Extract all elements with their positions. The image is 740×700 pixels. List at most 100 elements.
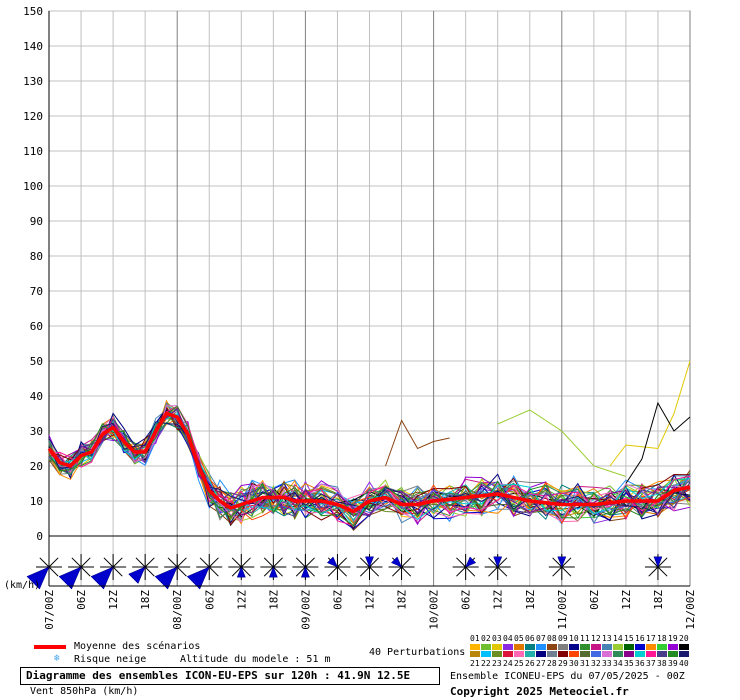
wind-rose-spoke	[208, 557, 219, 568]
wind-rose-spoke	[369, 566, 380, 577]
wind-rose-spoke	[144, 566, 155, 577]
wind-rose-spoke	[71, 557, 82, 568]
wind-rose-spoke	[263, 566, 274, 577]
wind-rose-spoke	[263, 557, 274, 568]
member-label: 40	[679, 659, 689, 668]
wind-rose-spoke	[561, 557, 572, 568]
member-swatch	[558, 644, 568, 650]
wind-rose-sector	[465, 556, 477, 568]
wind-rose-sector	[326, 556, 338, 568]
member-swatch	[635, 644, 645, 650]
wind-rose-spoke	[240, 557, 251, 568]
wind-rose	[388, 554, 415, 580]
member-swatch	[503, 651, 513, 657]
member-swatch	[602, 644, 612, 650]
member-label: 33	[602, 659, 612, 668]
member-swatch	[547, 651, 557, 657]
member-label: 14	[613, 634, 623, 643]
member-swatch	[679, 644, 689, 650]
wind-rose	[452, 554, 479, 580]
member-label: 12	[591, 634, 601, 643]
wind-rose-spoke	[337, 557, 347, 568]
run-info: Ensemble ICONEU-EPS du 07/05/2025 - 00Z	[450, 671, 685, 682]
x-tick-label: 12Z	[235, 590, 248, 610]
member-swatch	[514, 644, 524, 650]
wind-rose	[548, 554, 575, 580]
wind-rose-spoke	[401, 557, 412, 568]
wind-rose-spoke	[39, 557, 50, 568]
x-tick-label: 07/00Z	[43, 590, 56, 630]
y-tick-label: 70	[30, 285, 43, 298]
member-label: 19	[668, 634, 678, 643]
wind-rose-spoke	[392, 566, 402, 577]
member-swatch	[569, 644, 579, 650]
wind-rose	[292, 554, 319, 580]
member-swatch	[646, 651, 656, 657]
wind-rose-spoke	[103, 557, 114, 568]
y-axis-unit-label: (km/h)	[4, 580, 41, 591]
member-swatch	[470, 651, 480, 657]
wind-rose-spoke	[337, 566, 347, 577]
y-tick-label: 130	[23, 75, 43, 88]
snowflake-icon: ❄	[54, 653, 61, 664]
member-swatch	[668, 644, 678, 650]
member-label: 02	[481, 634, 491, 643]
member-label: 21	[470, 659, 480, 668]
wind-rose	[90, 554, 127, 590]
x-tick-label: 18Z	[267, 590, 280, 610]
member-swatch	[602, 651, 612, 657]
legend-graphics: 01 02 03 04 05 06 07 08 09 10 11 12 13 14 15 16 17 18 19 20…	[34, 634, 689, 668]
y-axis-ticks: 0 10 20 30 40 50 60 70 80 90 100 110 120 130 140 150	[23, 5, 43, 543]
y-tick-label: 90	[30, 215, 43, 228]
wind-rose-spoke	[456, 566, 467, 577]
member-swatch	[668, 651, 678, 657]
perturbation-line	[48, 405, 691, 527]
wind-rose-spoke	[359, 566, 370, 577]
legend-snow-label: Risque neige	[74, 654, 147, 665]
member-swatch	[635, 651, 645, 657]
member-swatch	[624, 644, 634, 650]
wind-rose-spoke	[657, 566, 668, 577]
x-tick-label: 12Z	[107, 590, 120, 610]
wind-rose	[186, 554, 223, 590]
wind-rose-spoke	[359, 557, 370, 568]
wind-rose-spoke	[552, 566, 563, 577]
wind-rose-spoke	[648, 557, 659, 568]
y-tick-label: 20	[30, 460, 43, 473]
member-swatch	[613, 644, 623, 650]
wind-rose-spoke	[305, 557, 315, 568]
wind-rose	[26, 554, 62, 590]
member-label: 08	[547, 634, 557, 643]
member-label: 24	[503, 659, 513, 668]
wind-rose	[484, 554, 511, 580]
member-swatch	[525, 651, 535, 657]
y-tick-label: 80	[30, 250, 43, 263]
wind-rose-sector	[90, 566, 114, 590]
wind-rose-sector	[268, 566, 278, 578]
member-swatch	[657, 644, 667, 650]
member-label: 22	[481, 659, 491, 668]
member-swatch	[536, 644, 546, 650]
member-swatch	[525, 644, 535, 650]
wind-rose	[260, 554, 287, 580]
member-swatch	[547, 644, 557, 650]
wind-rose-sector	[154, 566, 178, 590]
member-label: 20	[679, 634, 689, 643]
perturbation-line-notable	[609, 360, 691, 467]
perturbation-line	[48, 406, 691, 525]
member-label: 23	[492, 659, 502, 668]
perturbation-line-notable	[385, 419, 450, 467]
wind-rose-sector	[390, 556, 403, 568]
member-swatch	[481, 644, 491, 650]
y-tick-label: 140	[23, 40, 43, 53]
wind-rose	[324, 554, 351, 580]
chart-grid	[48, 10, 691, 586]
member-swatch	[679, 651, 689, 657]
member-label: 17	[646, 634, 656, 643]
member-swatch	[613, 651, 623, 657]
member-swatch	[503, 644, 513, 650]
y-tick-label: 40	[30, 390, 43, 403]
mean-line-group	[47, 411, 691, 514]
chart-subtitle: Vent 850hPa (km/h)	[30, 686, 139, 697]
